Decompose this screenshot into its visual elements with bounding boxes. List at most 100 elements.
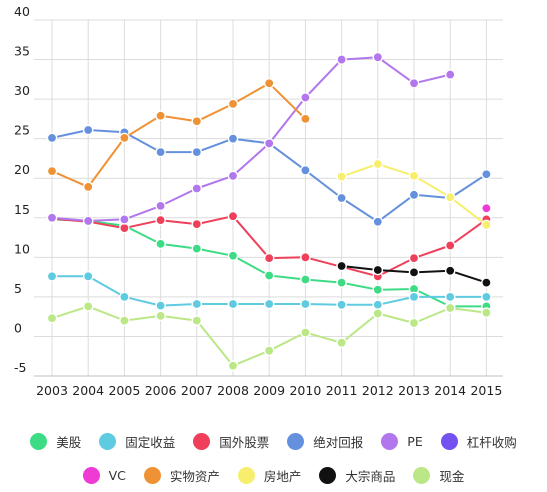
legend-item[interactable]: 杠杆收购 <box>440 432 517 451</box>
legend-swatch <box>287 432 305 450</box>
data-point <box>408 189 420 201</box>
data-point <box>82 271 94 282</box>
data-point <box>444 69 456 80</box>
data-point <box>300 113 311 125</box>
data-point <box>191 315 203 326</box>
data-point <box>119 132 130 144</box>
y-tick-label: 40 <box>14 4 30 19</box>
data-point <box>372 158 384 170</box>
legend-swatch <box>381 432 399 450</box>
data-point <box>336 277 347 288</box>
x-tick-label: 2013 <box>398 383 430 398</box>
data-point <box>336 260 347 272</box>
y-tick-label: 25 <box>14 123 30 138</box>
legend-label: VC <box>108 467 126 483</box>
legend-label: 绝对回报 <box>313 434 364 450</box>
data-point <box>481 307 492 319</box>
data-point <box>444 240 456 251</box>
legend-row: 美股 固定收益 国外股票 绝对回报 PE 杠杆收购 <box>0 424 547 458</box>
legend-item[interactable]: 美股 <box>30 432 81 451</box>
legend-swatch <box>319 466 337 484</box>
data-point <box>191 183 203 194</box>
data-point <box>227 298 239 310</box>
data-point <box>263 270 275 281</box>
data-point <box>372 51 384 63</box>
y-tick-label: 15 <box>14 202 30 217</box>
y-tick-label: 30 <box>14 83 30 98</box>
legend-swatch <box>82 466 100 484</box>
legend-label: 实物资产 <box>169 468 220 484</box>
legend-label: 杠杆收购 <box>466 434 517 450</box>
data-point <box>263 345 275 356</box>
data-point <box>408 252 420 264</box>
y-axis-ticks: 40 35 30 25 20 15 10 5 0 -5 <box>14 4 30 375</box>
legend-item[interactable]: 国外股票 <box>193 432 269 451</box>
x-tick-label: 2003 <box>36 383 68 398</box>
legend-label: PE <box>407 433 423 449</box>
data-point <box>408 291 420 303</box>
legend-swatch <box>413 466 431 484</box>
x-tick-label: 2009 <box>253 383 285 398</box>
data-point <box>372 216 384 228</box>
legend-label: 国外股票 <box>219 434 270 450</box>
data-point <box>300 298 311 310</box>
data-point <box>408 77 420 89</box>
data-point <box>300 92 311 103</box>
y-tick-label: 35 <box>14 44 30 59</box>
data-point <box>481 219 492 231</box>
data-point <box>119 315 130 326</box>
data-point <box>372 264 384 276</box>
y-tick-label: 5 <box>14 281 22 296</box>
legend-item[interactable]: 大宗商品 <box>319 466 395 485</box>
data-point <box>300 252 311 263</box>
x-axis-ticks: 2003 2004 2005 2006 2007 2008 2009 2010 2011 2012… <box>36 383 502 398</box>
data-point <box>82 124 94 136</box>
data-point <box>191 218 203 230</box>
legend-item[interactable]: 实物资产 <box>143 466 220 485</box>
legend-item[interactable]: PE <box>381 432 423 450</box>
legend-label: 固定收益 <box>125 434 176 450</box>
y-tick-label: -5 <box>14 360 26 375</box>
legend-label: 现金 <box>439 468 465 484</box>
data-point <box>227 98 239 110</box>
x-tick-label: 2010 <box>289 383 321 398</box>
series-group <box>46 301 492 372</box>
legend-item[interactable]: 房地产 <box>237 466 301 485</box>
data-point <box>444 191 456 203</box>
data-point <box>263 298 275 310</box>
legend-swatch <box>193 432 211 450</box>
data-point <box>119 214 130 225</box>
x-tick-label: 2015 <box>470 383 502 398</box>
data-point <box>46 212 58 224</box>
data-point <box>155 110 166 122</box>
legend-item[interactable]: 固定收益 <box>99 432 175 451</box>
data-point <box>408 317 420 329</box>
data-point <box>263 77 275 89</box>
x-tick-label: 2014 <box>434 383 466 398</box>
data-point <box>155 214 166 226</box>
x-tick-label: 2006 <box>145 383 177 398</box>
legend-item[interactable]: 绝对回报 <box>287 432 363 451</box>
chart-series <box>46 51 492 372</box>
y-tick-label: 20 <box>14 162 30 177</box>
data-point <box>82 301 94 312</box>
data-point <box>155 238 166 250</box>
legend-item[interactable]: 现金 <box>413 466 464 485</box>
data-point <box>444 265 456 277</box>
data-point <box>336 192 347 204</box>
data-point <box>227 133 239 144</box>
data-point <box>155 200 166 212</box>
legend-swatch <box>30 432 48 450</box>
x-tick-label: 2007 <box>181 383 213 398</box>
data-point <box>481 202 492 214</box>
data-point <box>191 115 203 127</box>
series-group <box>336 158 492 231</box>
legend-item[interactable]: VC <box>82 466 126 484</box>
legend-label: 大宗商品 <box>345 468 396 484</box>
data-point <box>300 274 311 285</box>
data-point <box>300 327 311 338</box>
x-tick-label: 2012 <box>362 383 394 398</box>
data-point <box>336 54 347 65</box>
data-point <box>227 170 239 182</box>
